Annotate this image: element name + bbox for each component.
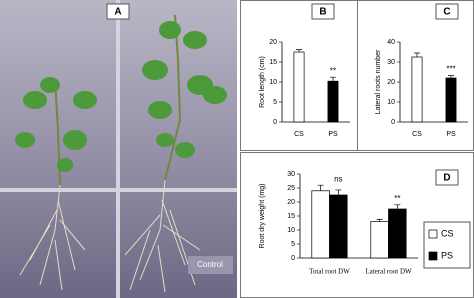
y-tick-label: 25: [287, 185, 295, 192]
bar: [311, 190, 330, 259]
panel-label-box: [311, 3, 335, 20]
panel-label: B: [319, 7, 326, 18]
bar: [329, 194, 348, 259]
leaves: [15, 21, 227, 172]
y-tick-label: 10: [287, 227, 295, 234]
error-bar: [414, 52, 420, 57]
photo-panel: A Control: [0, 0, 237, 298]
y-tick-label: 15: [269, 59, 277, 66]
error-bar: [394, 204, 401, 209]
photo-caption: Control: [197, 260, 223, 269]
error-bar: [335, 189, 342, 195]
legend-label: PS: [441, 250, 453, 260]
bar: [293, 51, 305, 123]
y-tick-label: 5: [273, 99, 277, 106]
significance-label: **: [330, 66, 336, 75]
bar: [445, 77, 457, 123]
legend-label: CS: [441, 228, 454, 238]
y-tick-label: 15: [287, 213, 295, 220]
legend-swatch: [428, 229, 438, 239]
x-tick-label: CS: [294, 131, 304, 138]
y-axis-label: Root dry weight (mg): [259, 184, 266, 249]
caption-box: [188, 256, 233, 274]
y-tick-label: 0: [391, 119, 395, 126]
error-bar: [296, 49, 302, 52]
error-bar: [376, 219, 383, 222]
y-tick-label: 10: [387, 99, 395, 106]
error-bar: [330, 76, 336, 82]
panel-label-box: [435, 169, 459, 186]
roots: [19, 179, 201, 293]
y-tick-label: 0: [291, 255, 295, 262]
y-tick-label: 30: [387, 59, 395, 66]
significance-label: ns: [334, 174, 342, 183]
significance-label: ***: [446, 65, 455, 74]
bar: [411, 56, 423, 123]
bar: [327, 80, 339, 123]
y-tick-label: 10: [269, 79, 277, 86]
y-tick-label: 20: [387, 79, 395, 86]
panel-label: C: [443, 7, 450, 18]
panel-label: D: [443, 173, 450, 184]
y-tick-label: 20: [269, 39, 277, 46]
error-bar: [448, 75, 454, 78]
x-tick-label: Lateral root DW: [365, 268, 412, 276]
y-axis-label: Root length (cm): [259, 56, 266, 108]
panel-label: A: [114, 7, 121, 18]
x-tick-label: CS: [412, 131, 422, 138]
y-tick-label: 30: [287, 171, 295, 178]
y-tick-label: 20: [287, 199, 295, 206]
x-tick-label: PS: [328, 131, 338, 138]
bar: [370, 221, 389, 259]
y-axis-label: Lateral roots number: [375, 49, 382, 114]
y-tick-label: 40: [387, 39, 395, 46]
error-bar: [317, 184, 324, 191]
panel-label-box: [106, 3, 130, 20]
x-tick-label: Total root DW: [309, 268, 350, 276]
significance-label: **: [394, 194, 400, 203]
y-tick-label: 5: [291, 241, 295, 248]
panel-label-box: [435, 3, 459, 20]
x-tick-label: PS: [446, 131, 456, 138]
bar: [388, 208, 407, 259]
y-tick-label: 0: [273, 119, 277, 126]
legend-swatch: [428, 251, 438, 261]
